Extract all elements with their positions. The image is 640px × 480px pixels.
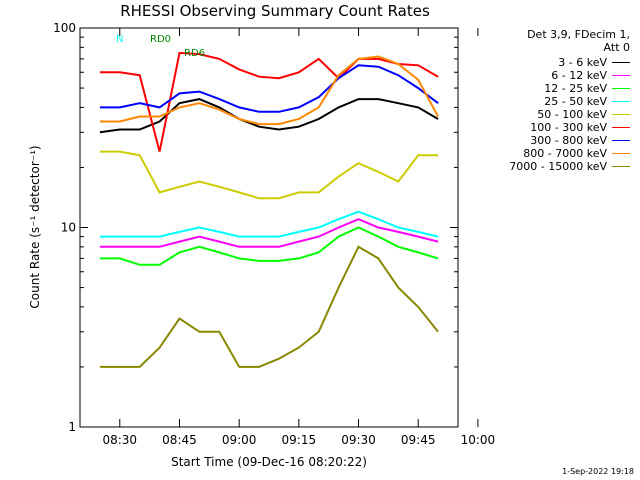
legend-swatch bbox=[612, 166, 630, 167]
series-line-300-800-kev bbox=[99, 64, 439, 113]
x-tick-label: 09:45 bbox=[401, 433, 436, 447]
legend-label: 7000 - 15000 keV bbox=[509, 160, 607, 173]
legend-swatch bbox=[612, 75, 630, 76]
legend-item: 50 - 100 keV bbox=[478, 108, 638, 121]
series-line-800-7000-kev bbox=[99, 55, 439, 126]
legend-swatch bbox=[612, 153, 630, 154]
legend-label: 100 - 300 keV bbox=[530, 121, 607, 134]
footer-timestamp: 1-Sep-2022 19:18 bbox=[562, 467, 634, 476]
legend-swatch bbox=[612, 62, 630, 63]
legend-swatch bbox=[612, 88, 630, 89]
series-line-7000-15000-kev bbox=[99, 245, 439, 368]
legend-item: 12 - 25 keV bbox=[478, 82, 638, 95]
legend-label: 25 - 50 keV bbox=[544, 95, 607, 108]
x-tick-label: 10:00 bbox=[461, 433, 496, 447]
legend-label: 6 - 12 keV bbox=[551, 69, 607, 82]
legend-item: 300 - 800 keV bbox=[478, 134, 638, 147]
legend-item: 7000 - 15000 keV bbox=[478, 160, 638, 173]
annotation-label-rd6: RD6 bbox=[184, 48, 205, 59]
legend-item: 800 - 7000 keV bbox=[478, 147, 638, 160]
x-tick-label: 09:15 bbox=[282, 433, 317, 447]
legend-item: 6 - 12 keV bbox=[478, 69, 638, 82]
legend: 3 - 6 keV 6 - 12 keV 12 - 25 keV 25 - 50 ke… bbox=[478, 56, 638, 173]
series-line-50-100-kev bbox=[99, 150, 439, 200]
y-tick-label: 10 bbox=[61, 221, 76, 235]
axes: 1 10 100 08:30 08:45 09:00 09:15 09:30 09:45 10:0… bbox=[53, 21, 495, 447]
legend-swatch bbox=[612, 140, 630, 141]
chart-title: RHESSI Observing Summary Count Rates bbox=[120, 2, 430, 20]
x-axis-label: Start Time (09-Dec-16 08:20:22) bbox=[171, 455, 367, 469]
legend-swatch bbox=[612, 127, 630, 128]
legend-item: 25 - 50 keV bbox=[478, 95, 638, 108]
legend-item: 3 - 6 keV bbox=[478, 56, 638, 69]
annotation-label-n: N bbox=[116, 34, 123, 45]
series-line-6-12-kev bbox=[99, 218, 439, 248]
series-line-25-50-kev bbox=[99, 210, 439, 238]
x-tick-label: 08:45 bbox=[162, 433, 197, 447]
x-tick-label: 09:30 bbox=[341, 433, 376, 447]
legend-item: 100 - 300 keV bbox=[478, 121, 638, 134]
legend-label: 800 - 7000 keV bbox=[523, 147, 607, 160]
y-tick-label: 100 bbox=[53, 21, 76, 35]
series-line-100-300-kev bbox=[99, 51, 439, 152]
series-line-3-6-kev bbox=[99, 98, 439, 134]
legend-label: 300 - 800 keV bbox=[530, 134, 607, 147]
plot-area bbox=[99, 51, 439, 368]
legend-swatch bbox=[612, 114, 630, 115]
legend-header: Det 3,9, FDecim 1, Att 0 bbox=[480, 28, 630, 54]
y-axis-label: Count Rate (s⁻¹ detector⁻¹) bbox=[28, 145, 42, 309]
legend-label: 12 - 25 keV bbox=[544, 82, 607, 95]
x-tick-label: 09:00 bbox=[222, 433, 257, 447]
y-tick-label: 1 bbox=[68, 420, 76, 434]
legend-header-line-1: Det 3,9, FDecim 1, bbox=[527, 28, 630, 41]
legend-header-line-2: Att 0 bbox=[603, 41, 630, 54]
x-tick-label: 08:30 bbox=[102, 433, 137, 447]
legend-swatch bbox=[612, 101, 630, 102]
annotation-label-rd0: RD0 bbox=[150, 34, 171, 45]
legend-label: 3 - 6 keV bbox=[558, 56, 607, 69]
series-line-12-25-kev bbox=[99, 226, 439, 266]
legend-label: 50 - 100 keV bbox=[537, 108, 607, 121]
